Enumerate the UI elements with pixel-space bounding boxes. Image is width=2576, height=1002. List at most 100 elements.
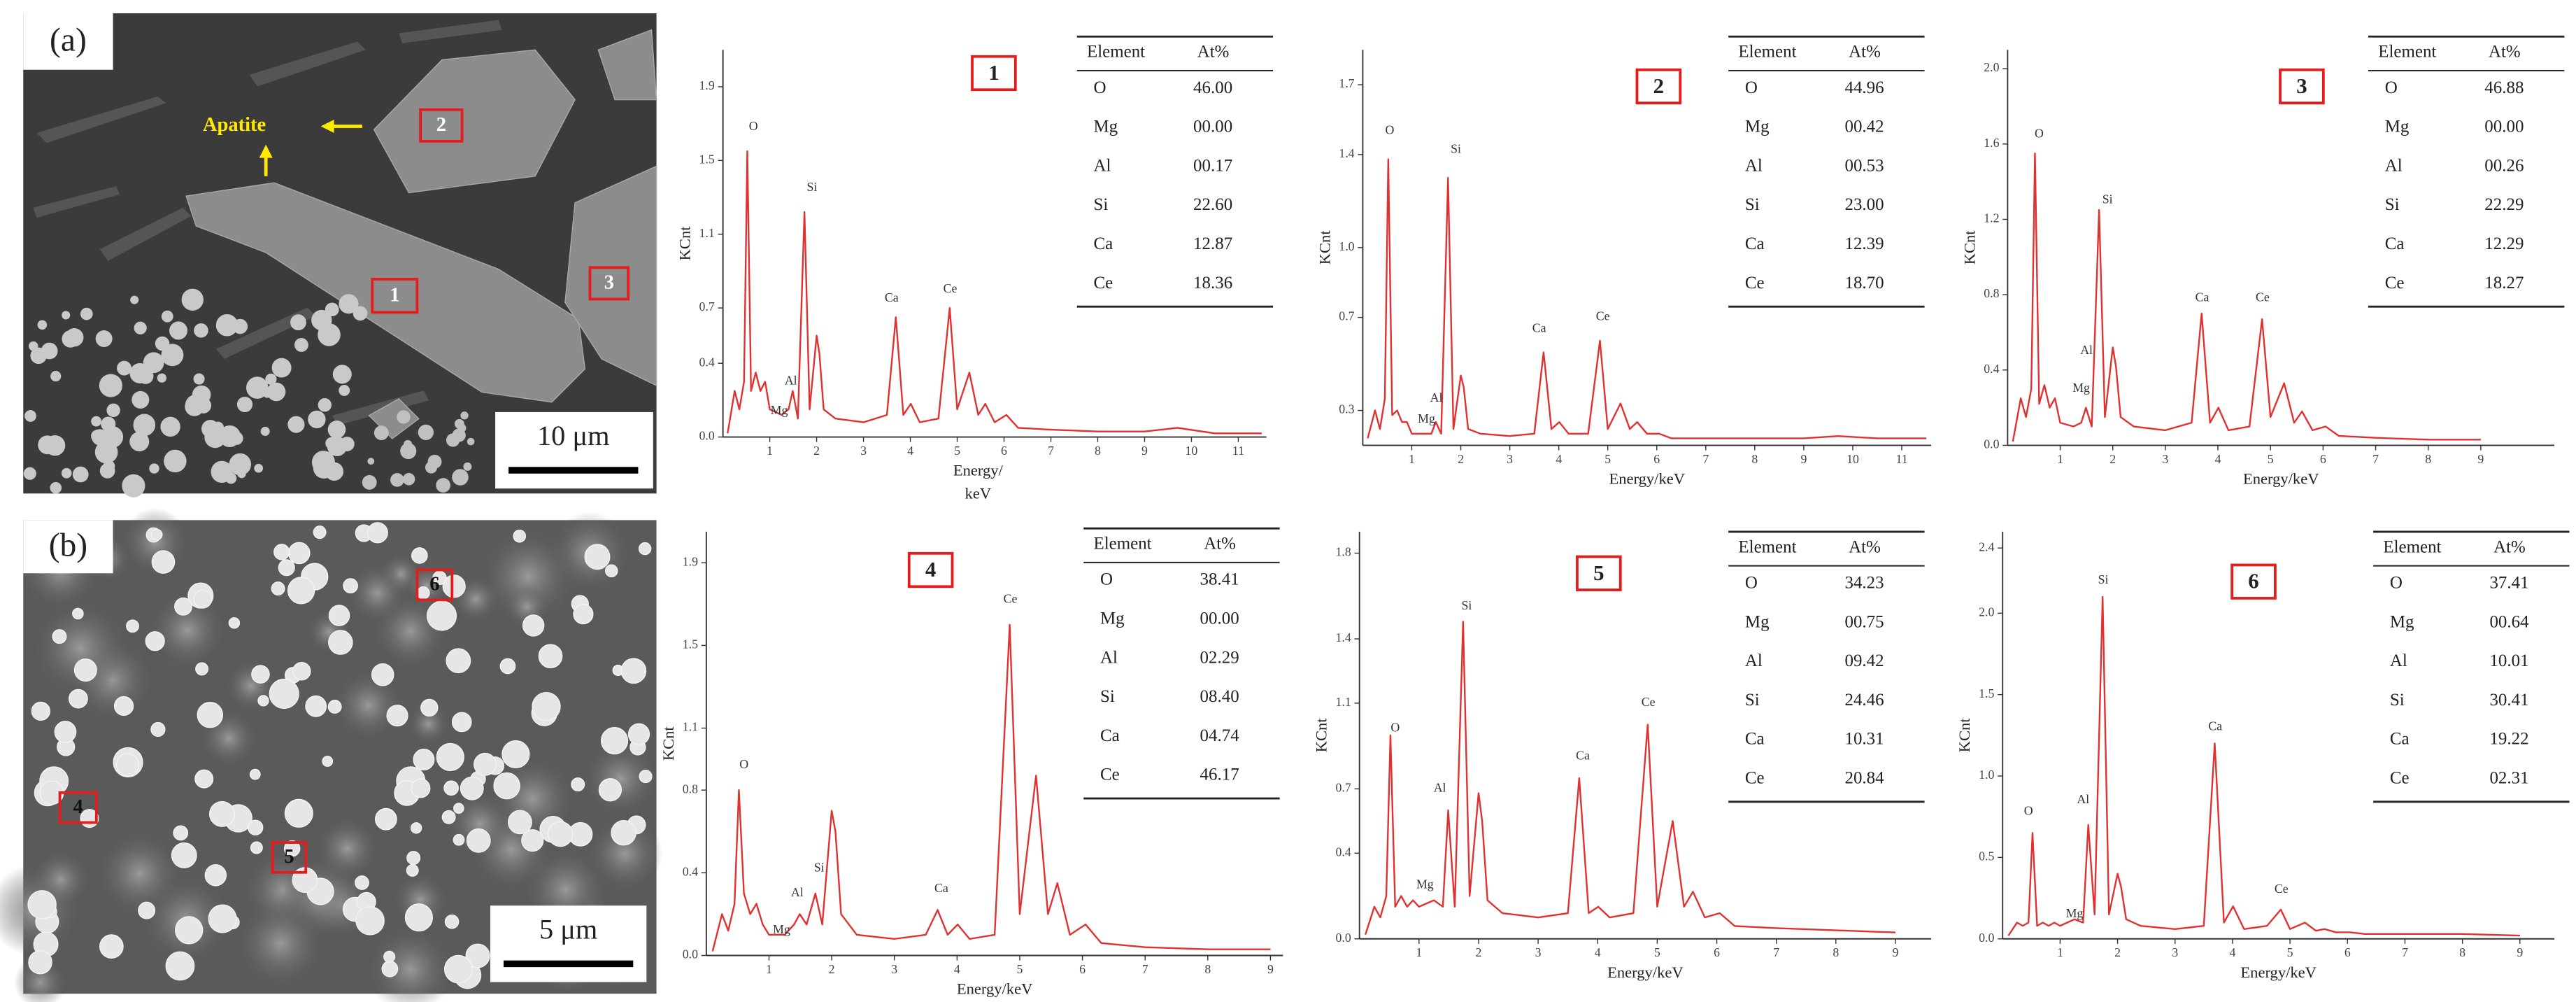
particle bbox=[328, 605, 350, 626]
particle bbox=[137, 368, 154, 384]
peak-label: Mg bbox=[773, 922, 790, 936]
particle bbox=[50, 371, 62, 382]
x-axis-label: Energy/keV bbox=[2240, 964, 2317, 981]
scale-box bbox=[495, 411, 653, 489]
number-label: 1 bbox=[988, 60, 999, 85]
particle bbox=[294, 338, 308, 352]
particle bbox=[145, 631, 165, 651]
x-axis-label: Energy/keV bbox=[1607, 964, 1684, 981]
particle bbox=[400, 443, 417, 460]
particle bbox=[584, 544, 611, 570]
x-tick-label: 6 bbox=[1079, 962, 1086, 976]
x-tick-label: 9 bbox=[1141, 444, 1148, 458]
particle bbox=[343, 578, 358, 594]
particle bbox=[106, 403, 120, 418]
particle bbox=[446, 648, 471, 674]
particle bbox=[402, 473, 415, 486]
y-tick-label: 0.0 bbox=[699, 429, 714, 443]
peak-label: Si bbox=[1462, 598, 1472, 612]
x-tick-label: 6 bbox=[1714, 945, 1720, 959]
table-cell: 22.60 bbox=[1193, 195, 1232, 214]
table-cell: Al bbox=[1745, 156, 1763, 175]
particle bbox=[327, 436, 348, 457]
particle bbox=[62, 330, 80, 348]
particle bbox=[117, 360, 132, 376]
particle bbox=[271, 358, 292, 378]
x-tick-label: 2 bbox=[2114, 945, 2121, 959]
x-tick-label: 1 bbox=[1409, 452, 1415, 466]
table-cell: O bbox=[1745, 573, 1758, 592]
particle bbox=[442, 574, 466, 598]
table-cell: 38.41 bbox=[1200, 570, 1239, 589]
table-cell: Ce bbox=[2390, 769, 2410, 788]
panel-label: (b) bbox=[49, 528, 87, 564]
particle bbox=[54, 721, 77, 743]
y-axis-label: KCnt bbox=[1961, 230, 1978, 265]
y-tick-label: 0.4 bbox=[683, 864, 698, 878]
table-cell: Ce bbox=[1093, 274, 1113, 292]
particle bbox=[522, 614, 545, 637]
x-axis-label: Energy/keV bbox=[1609, 470, 1685, 487]
glow bbox=[367, 926, 454, 1002]
glow bbox=[14, 956, 67, 1002]
spectrum-chart: 0.0 0.4 0.7 1.1 1.5 1.9 1 2 3 4 5 6 7 8 9 10 11 O Si Al Mg Ca… bbox=[676, 35, 1274, 502]
particle bbox=[265, 373, 277, 385]
spectrum-line bbox=[2012, 153, 2481, 442]
table-cell: 00.64 bbox=[2489, 612, 2529, 631]
table-cell: 18.27 bbox=[2484, 274, 2524, 292]
particle bbox=[404, 903, 433, 932]
table-cell: Ce bbox=[1745, 274, 1765, 292]
peak-label: Ce bbox=[944, 281, 958, 295]
x-tick-label: 9 bbox=[1800, 452, 1807, 466]
marker-boxes bbox=[371, 108, 630, 314]
particle bbox=[165, 951, 195, 981]
x-tick-label: 8 bbox=[1833, 945, 1839, 959]
table-background bbox=[1728, 531, 1925, 809]
particle bbox=[236, 396, 253, 413]
y-tick-label: 1.5 bbox=[699, 152, 714, 166]
annotation-arrows bbox=[259, 119, 362, 176]
table-cell: 00.00 bbox=[2484, 118, 2524, 136]
y-tick-label: 1.2 bbox=[1984, 211, 1999, 225]
peak-label: Al bbox=[1434, 780, 1446, 794]
x-tick-label: 9 bbox=[1893, 945, 1899, 959]
particle bbox=[215, 313, 239, 337]
scale-label: 5 μm bbox=[539, 914, 597, 945]
y-tick-label: 1.1 bbox=[1336, 695, 1351, 709]
marker-label: 1 bbox=[390, 284, 399, 306]
x-tick-label: 1 bbox=[2057, 452, 2063, 466]
particle bbox=[91, 416, 101, 427]
peak-label: Mg bbox=[1418, 411, 1435, 425]
particle bbox=[339, 294, 359, 314]
table-header: Element bbox=[1087, 43, 1145, 62]
x-tick-label: 5 bbox=[2287, 945, 2293, 959]
number-box bbox=[1576, 555, 1622, 591]
x-tick-label: 9 bbox=[2517, 945, 2523, 959]
particle bbox=[99, 374, 122, 397]
particle bbox=[413, 749, 435, 770]
x-tick-label: 3 bbox=[1507, 452, 1513, 466]
glow bbox=[481, 528, 576, 624]
particle bbox=[61, 467, 72, 479]
table-cell: Mg bbox=[1093, 118, 1118, 136]
x-tick-label: 5 bbox=[954, 444, 960, 458]
particle bbox=[229, 453, 252, 476]
table-cell: 18.70 bbox=[1845, 274, 1884, 292]
particle bbox=[397, 410, 411, 424]
marker-label: 6 bbox=[429, 574, 439, 595]
table-cell: Al bbox=[1093, 156, 1111, 175]
peak-label: Ca bbox=[1576, 749, 1590, 763]
x-tick-label: 3 bbox=[891, 962, 897, 976]
particle bbox=[287, 542, 311, 565]
particle bbox=[367, 458, 375, 465]
particle bbox=[50, 481, 62, 494]
peak-label: O bbox=[749, 119, 758, 133]
micrograph-a: 1 2 3 Apatite (a) 10 μm bbox=[23, 13, 657, 498]
y-tick-label: 0.4 bbox=[699, 355, 714, 369]
glow bbox=[333, 670, 404, 740]
particle bbox=[185, 397, 204, 416]
y-tick-label: 1.1 bbox=[699, 226, 714, 240]
spectrum-chart: 0.0 0.4 0.7 1.1 1.4 1.8 1 2 3 4 5 6 7 8 9 O Si Al Mg Ca Ce En… bbox=[1313, 530, 1932, 981]
x-tick-label: 5 bbox=[1017, 962, 1023, 976]
table-cell: 00.26 bbox=[2484, 156, 2524, 175]
